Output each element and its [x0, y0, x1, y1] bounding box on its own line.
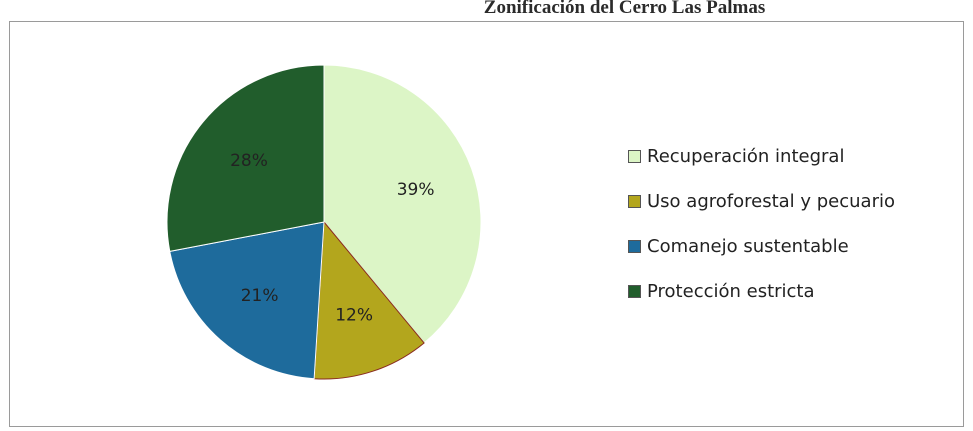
pie-slice	[166, 64, 325, 253]
legend: Recuperación integral Uso agroforestal y…	[628, 145, 895, 325]
pie-data-label: 21%	[241, 286, 279, 306]
legend-item: Protección estricta	[628, 280, 895, 303]
legend-item: Comanejo sustentable	[628, 235, 895, 258]
pie-data-label: 39%	[397, 180, 435, 200]
pie-slice	[323, 64, 482, 344]
pie-slice	[313, 220, 425, 380]
pie-slices	[166, 64, 482, 380]
legend-item: Uso agroforestal y pecuario	[628, 190, 895, 213]
pie-slice	[169, 221, 325, 380]
pie-data-label: 28%	[230, 151, 268, 171]
legend-swatch	[628, 150, 641, 163]
legend-swatch	[628, 285, 641, 298]
legend-label: Uso agroforestal y pecuario	[647, 191, 896, 212]
pie-data-labels: 39% 12% 21% 28%	[230, 151, 434, 326]
legend-label: Protección estricta	[647, 281, 815, 302]
legend-label: Comanejo sustentable	[647, 236, 849, 257]
pie-data-label: 12%	[335, 306, 373, 326]
legend-label: Recuperación integral	[647, 146, 845, 167]
page-title: Zonificación del Cerro Las Palmas	[483, 0, 766, 18]
legend-swatch	[628, 240, 641, 253]
legend-item: Recuperación integral	[628, 145, 895, 168]
legend-swatch	[628, 195, 641, 208]
